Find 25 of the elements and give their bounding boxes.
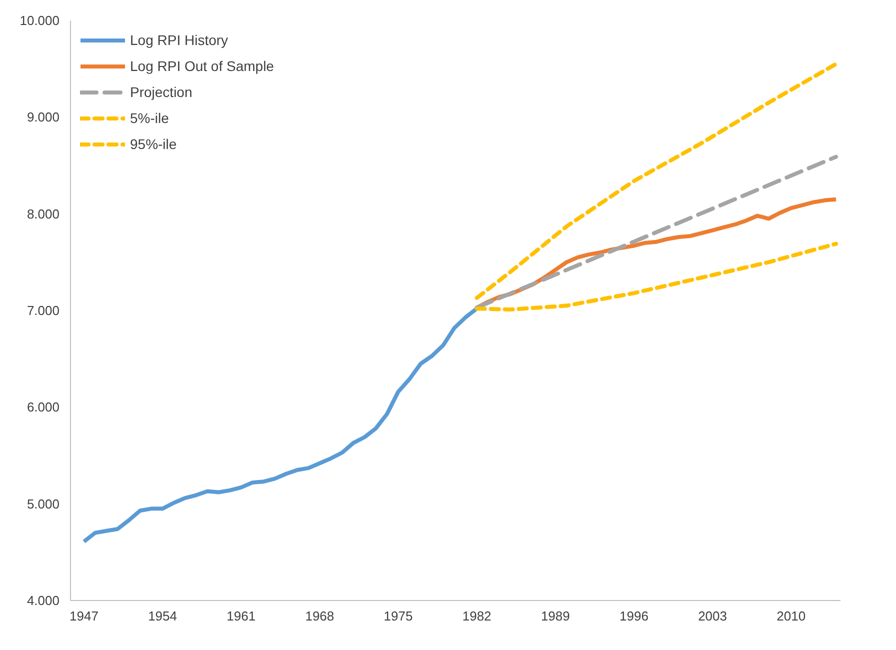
- x-tick-label: 2003: [698, 608, 728, 624]
- x-tick-label: 1961: [226, 608, 256, 624]
- legend-label: Projection: [130, 84, 192, 100]
- line-series: [474, 242, 838, 312]
- y-tick-label: 9.000: [26, 110, 60, 125]
- x-tick-label: 1989: [540, 608, 570, 624]
- x-tick-label: 1968: [305, 608, 334, 624]
- y-tick-label: 8.000: [26, 206, 60, 222]
- legend-label: 95%-ile: [130, 136, 177, 152]
- y-tick-label: 7.000: [26, 303, 60, 318]
- legend-label: Log RPI History: [130, 32, 228, 48]
- x-tick-label: 1996: [620, 608, 648, 624]
- x-tick-label: 2010: [776, 608, 806, 624]
- x-tick-label: 1982: [462, 608, 492, 624]
- x-tick-label: 1954: [148, 608, 178, 624]
- x-tick-label: 1947: [70, 608, 98, 624]
- y-tick-label: 6.000: [26, 400, 60, 415]
- y-tick-label: 4.000: [26, 593, 60, 608]
- legend-label: Log RPI Out of Sample: [130, 58, 274, 74]
- x-tick-label: 1975: [384, 608, 413, 624]
- y-tick-label: 10.000: [20, 13, 60, 28]
- line-series: [82, 306, 479, 544]
- y-tick-label: 5.000: [26, 496, 60, 512]
- line-series: [474, 62, 838, 300]
- legend-label: 5%-ile: [130, 110, 169, 126]
